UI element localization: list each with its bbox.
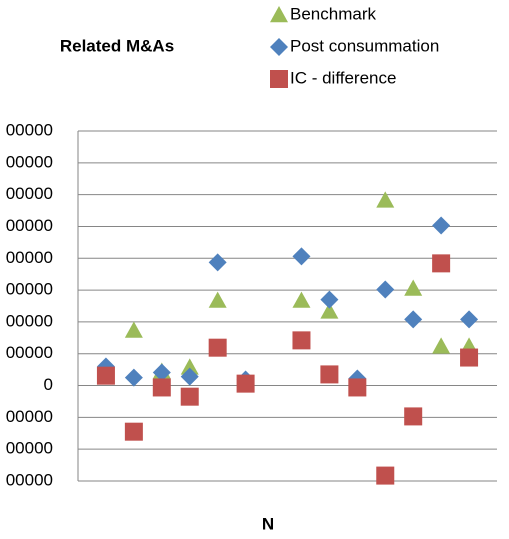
square-marker (348, 378, 367, 397)
legend-marker (270, 70, 288, 88)
square-marker (404, 407, 423, 426)
diamond-marker (432, 216, 451, 235)
y-tick-label: 00000 (6, 343, 53, 362)
y-tick-label: 00000 (6, 280, 53, 299)
y-tick-label: 0 (44, 375, 53, 394)
square-marker (320, 365, 339, 384)
square-marker (180, 387, 199, 406)
legend-label: Benchmark (290, 4, 376, 23)
triangle-marker (404, 279, 423, 296)
legend-marker (270, 38, 288, 56)
y-tick-label: 00000 (6, 311, 53, 330)
square-marker (432, 254, 451, 273)
square-marker (96, 366, 115, 385)
y-tick-label: 00000 (6, 216, 53, 235)
diamond-marker (320, 290, 339, 309)
diamond-marker (152, 363, 171, 382)
triangle-marker (180, 358, 199, 375)
square-marker (208, 338, 227, 357)
y-tick-label: 00000 (6, 470, 53, 489)
legend-label: IC - difference (290, 68, 396, 87)
diamond-marker (208, 253, 227, 272)
triangle-marker (292, 291, 311, 308)
diamond-marker (124, 368, 143, 387)
square-marker (152, 378, 171, 397)
square-marker (292, 331, 311, 350)
square-marker (236, 374, 255, 393)
diamond-marker (180, 367, 199, 386)
y-tick-label: 00000 (6, 439, 53, 458)
diamond-marker (460, 310, 479, 329)
diamond-marker (404, 310, 423, 329)
triangle-marker (432, 337, 451, 354)
x-axis-label: N (262, 514, 274, 533)
y-tick-label: 00000 (6, 407, 53, 426)
diamond-marker (292, 247, 311, 266)
triangle-marker (124, 321, 143, 338)
triangle-marker (376, 191, 395, 208)
triangle-marker (320, 302, 339, 319)
diamond-marker (376, 280, 395, 299)
y-tick-label: 00000 (6, 248, 53, 267)
legend-label: Post consummation (290, 36, 439, 55)
y-tick-label: 00000 (6, 184, 53, 203)
y-tick-label: 00000 (6, 120, 53, 139)
square-marker (460, 348, 479, 367)
square-marker (376, 466, 395, 485)
legend-marker (270, 6, 288, 23)
triangle-marker (208, 291, 227, 308)
square-marker (124, 422, 143, 441)
y-tick-label: 00000 (6, 152, 53, 171)
chart-title: Related M&As (60, 36, 174, 55)
